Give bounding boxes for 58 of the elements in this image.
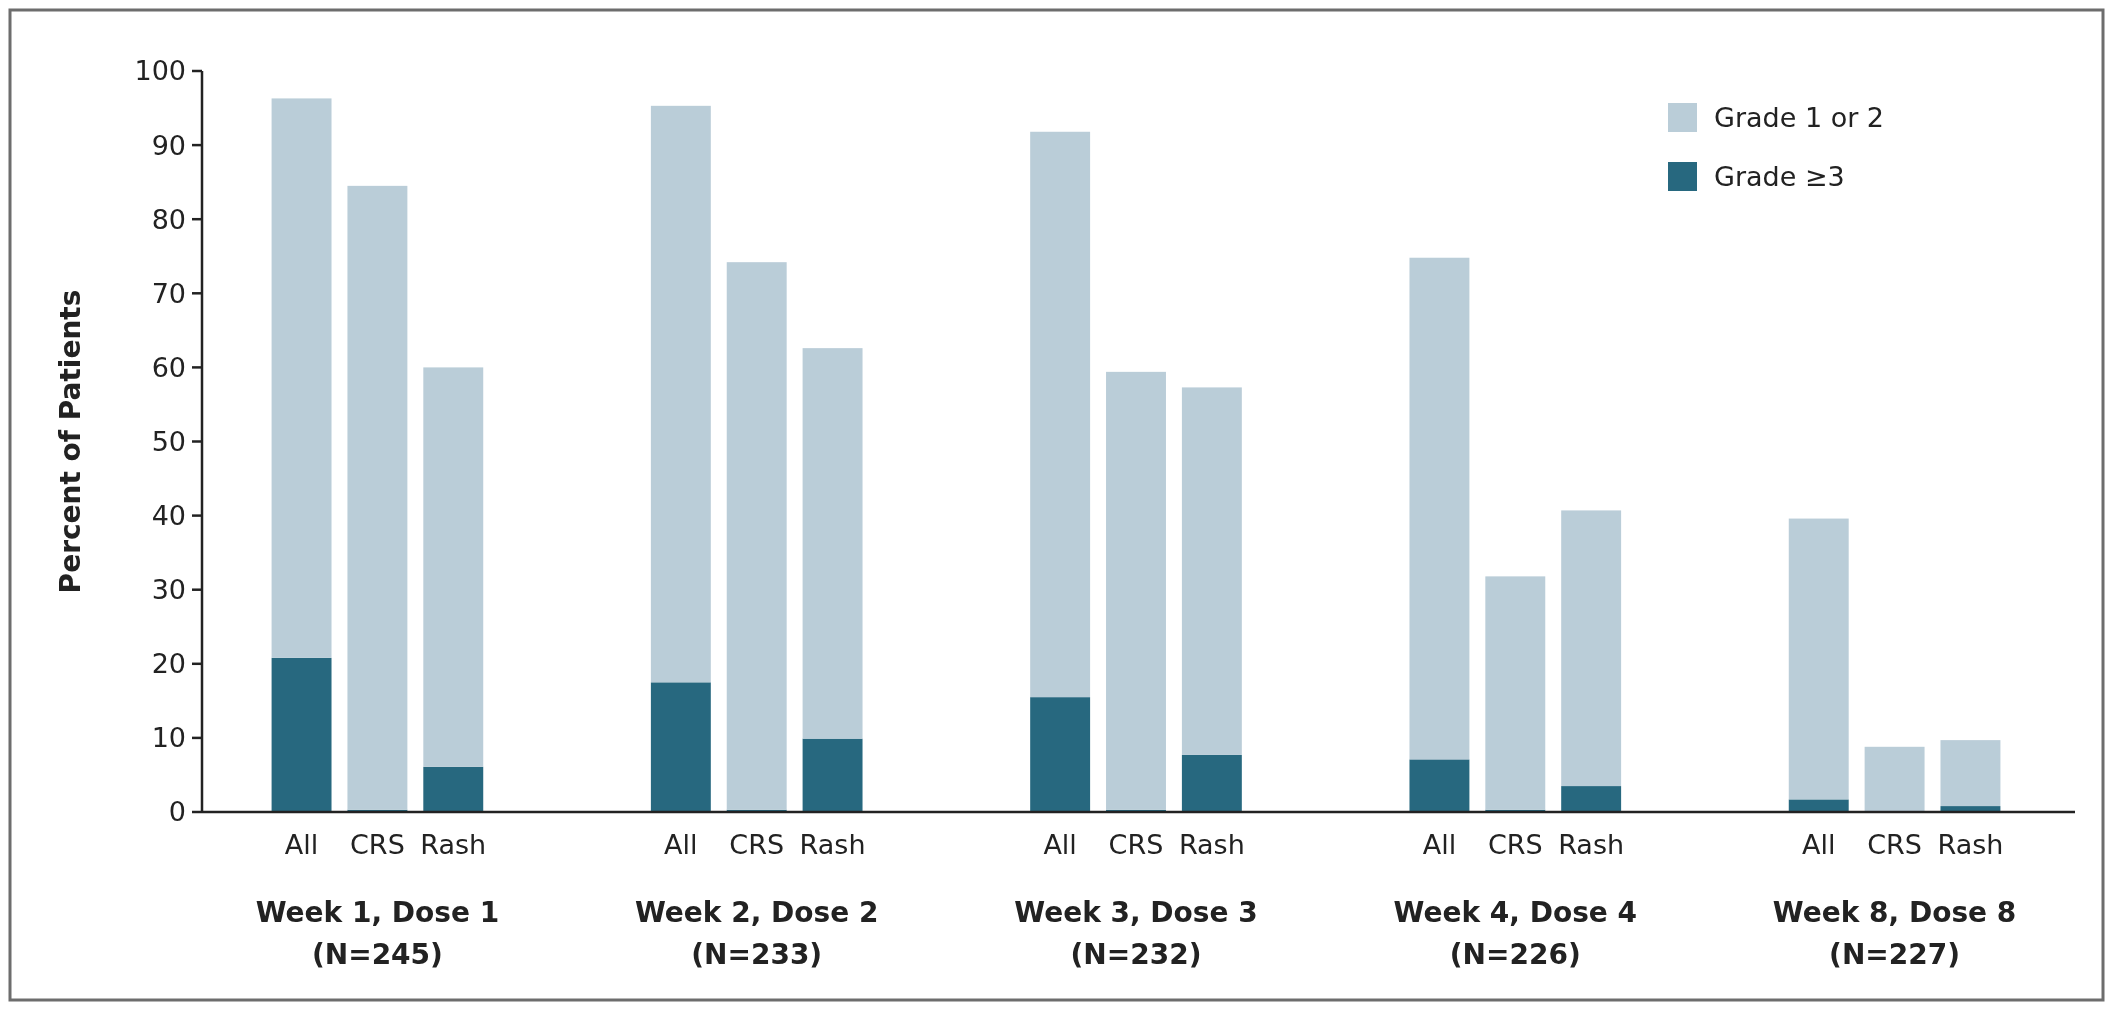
bar: [1409, 759, 1470, 812]
x-tick-label: All: [284, 829, 319, 860]
bar: [1788, 518, 1849, 800]
bar: [347, 185, 408, 810]
legend-label: Grade ≥3: [1714, 161, 1845, 193]
bar: [650, 105, 711, 683]
bar: [271, 98, 332, 658]
text: Week 1, Dose 1 (N=245): [255, 896, 500, 971]
y-tick-label: 20: [151, 648, 186, 680]
x-tick-label: CRS: [1487, 829, 1543, 860]
bar: [423, 766, 484, 812]
y-tick-label: 60: [151, 351, 186, 383]
x-tick-label: All: [1043, 829, 1077, 860]
bar: [271, 657, 332, 812]
y-tick-label: 40: [151, 500, 186, 532]
x-tick-label: Rash: [1937, 829, 2004, 860]
text: Week 4, Dose 4 (N=226): [1393, 896, 1638, 971]
bar: [802, 738, 863, 812]
x-tick-label: CRS: [729, 829, 785, 860]
bar: [1788, 799, 1849, 812]
y-tick-label: 30: [151, 574, 186, 606]
text: Week 8, Dose 8 (N=227): [1772, 896, 2017, 971]
y-tick-label: 70: [151, 277, 186, 309]
x-tick-label: All: [664, 829, 698, 860]
y-tick-label: 80: [151, 203, 186, 235]
bar: [726, 262, 787, 810]
bar: [1864, 746, 1925, 812]
bar: [1030, 131, 1091, 698]
y-tick-label: 50: [151, 425, 186, 457]
x-tick-label: Rash: [420, 829, 487, 860]
bar: [1030, 697, 1091, 812]
text: Week 2, Dose 2 (N=233): [634, 896, 879, 971]
bar: [650, 682, 711, 812]
x-tick-label: Rash: [1558, 829, 1625, 860]
y-tick-label: 90: [151, 129, 186, 161]
bar: [1181, 754, 1242, 812]
bar: [802, 348, 863, 739]
y-tick-label: 10: [151, 722, 186, 754]
bar: [1940, 740, 2001, 807]
bar: [1106, 371, 1166, 810]
x-tick-label: Rash: [799, 829, 866, 860]
bar: [1409, 257, 1470, 760]
x-tick-label: Rash: [1178, 829, 1245, 860]
bar: [423, 367, 484, 767]
y-tick-label: 0: [168, 796, 186, 828]
x-tick-label: All: [1801, 829, 1836, 860]
text: Week 3, Dose 3 (N=232): [1014, 896, 1258, 971]
x-tick-label: CRS: [1108, 829, 1164, 860]
bar: [1181, 387, 1242, 755]
x-tick-label: All: [1422, 829, 1457, 860]
y-axis-title: Percent of Patients: [54, 289, 87, 594]
bar: [1485, 576, 1546, 810]
x-tick-label: CRS: [350, 829, 405, 860]
legend-label: Grade 1 or 2: [1714, 102, 1885, 134]
bar: [1561, 786, 1622, 812]
bar: [1561, 510, 1622, 787]
x-tick-label: CRS: [1867, 829, 1922, 860]
y-tick-label: 100: [134, 55, 186, 87]
